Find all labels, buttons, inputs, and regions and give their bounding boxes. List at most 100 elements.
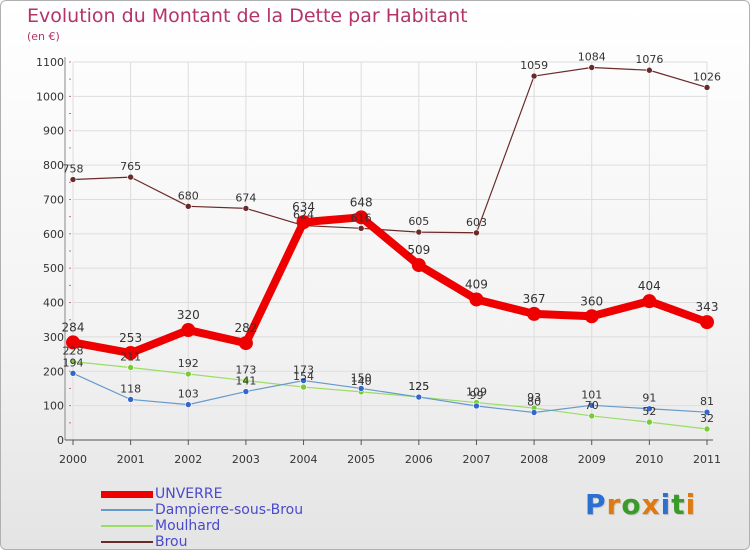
- data-label-unverre: 253: [119, 331, 142, 345]
- x-tick-label: 2006: [405, 453, 433, 466]
- x-tick-label: 2001: [117, 453, 145, 466]
- legend-label-brou: Brou: [155, 534, 188, 550]
- data-point-dampierre-sous-brou: [242, 388, 250, 395]
- x-tick-label: 2010: [635, 453, 663, 466]
- data-point-brou: [703, 84, 711, 91]
- data-label-brou: 616: [351, 211, 372, 224]
- y-tick-label: 0: [57, 434, 64, 447]
- x-tick-label: 2009: [578, 453, 606, 466]
- y-tick-label: 400: [43, 297, 64, 310]
- data-point-moulhard: [588, 412, 596, 420]
- data-point-brou: [242, 205, 250, 212]
- data-point-brou: [530, 72, 538, 80]
- data-label-moulhard: 125: [408, 380, 429, 393]
- data-label-moulhard: 211: [120, 350, 141, 363]
- legend-item-brou: Brou: [101, 534, 303, 550]
- data-label-unverre: 360: [580, 294, 603, 308]
- data-point-unverre: [238, 336, 253, 351]
- data-label-unverre: 320: [177, 308, 200, 322]
- logo-letter: t: [671, 488, 686, 521]
- data-label-brou: 758: [63, 163, 84, 176]
- data-label-brou: 605: [408, 215, 429, 228]
- legend-swatch-unverre: [101, 490, 153, 498]
- legend-label-moulhard: Moulhard: [155, 518, 221, 534]
- data-label-dampierre-sous-brou: 141: [235, 375, 256, 388]
- data-point-unverre: [411, 258, 426, 273]
- data-point-moulhard: [242, 377, 250, 384]
- data-point-dampierre-sous-brou: [703, 408, 711, 416]
- data-label-dampierre-sous-brou: 81: [700, 395, 714, 408]
- data-label-dampierre-sous-brou: 99: [469, 389, 483, 402]
- data-point-moulhard: [300, 383, 307, 391]
- legend-swatch-brou: [101, 541, 153, 543]
- data-point-brou: [473, 229, 480, 237]
- x-tick-label: 2008: [520, 453, 548, 466]
- data-label-moulhard: 173: [235, 364, 256, 377]
- y-tick-label: 600: [43, 228, 64, 241]
- data-label-brou: 624: [293, 209, 314, 222]
- data-point-unverre: [123, 346, 138, 361]
- series-line-dampierre-sous-brou: [72, 372, 708, 414]
- y-tick-label: 900: [43, 125, 64, 138]
- logo-letter: r: [606, 488, 622, 521]
- data-label-unverre: 367: [523, 292, 546, 306]
- data-point-brou: [646, 66, 653, 74]
- data-label-moulhard: 93: [527, 391, 541, 404]
- data-label-dampierre-sous-brou: 91: [642, 392, 656, 405]
- x-tick-label: 2003: [232, 453, 260, 466]
- data-point-brou: [127, 173, 134, 181]
- data-point-unverre: [527, 306, 542, 321]
- data-label-brou: 603: [466, 216, 487, 229]
- logo-letter: o: [621, 488, 642, 521]
- logo-letter: x: [641, 488, 661, 521]
- chart-title: Evolution du Montant de la Dette par Hab…: [27, 5, 468, 27]
- x-tick-label: 2007: [462, 453, 490, 466]
- data-point-dampierre-sous-brou: [588, 401, 596, 409]
- data-label-dampierre-sous-brou: 101: [581, 388, 602, 401]
- data-label-dampierre-sous-brou: 103: [178, 388, 199, 401]
- data-label-moulhard: 154: [293, 370, 314, 383]
- data-label-dampierre-sous-brou: 80: [527, 396, 541, 409]
- data-point-dampierre-sous-brou: [300, 377, 307, 384]
- logo-letter: P: [585, 488, 607, 521]
- x-tick-label: 2004: [290, 453, 318, 466]
- data-point-brou: [415, 228, 423, 236]
- data-label-unverre: 343: [696, 300, 719, 314]
- series-line-unverre: [69, 213, 711, 358]
- data-label-brou: 1059: [520, 59, 548, 72]
- data-point-unverre: [642, 294, 657, 309]
- y-tick-label: 500: [43, 262, 64, 275]
- data-label-brou: 1084: [578, 50, 606, 63]
- legend-item-moulhard: Moulhard: [101, 518, 303, 534]
- data-point-unverre: [181, 323, 196, 338]
- logo-letter: i: [660, 488, 672, 521]
- data-point-unverre: [584, 309, 599, 324]
- data-label-brou: 1076: [635, 53, 663, 66]
- data-point-unverre: [66, 335, 80, 350]
- data-label-dampierre-sous-brou: 150: [351, 371, 372, 384]
- data-point-unverre: [469, 292, 484, 307]
- chart-unit-label: (en €): [27, 30, 60, 43]
- data-label-unverre: 409: [465, 277, 488, 291]
- data-label-brou: 680: [178, 189, 199, 202]
- legend-swatch-moulhard: [101, 525, 153, 527]
- proxiti-logo: Proxiti: [585, 488, 696, 521]
- y-tick-label: 300: [43, 331, 64, 344]
- data-point-dampierre-sous-brou: [530, 409, 538, 416]
- data-label-dampierre-sous-brou: 194: [63, 356, 84, 369]
- data-label-brou: 1026: [693, 70, 721, 83]
- data-label-unverre: 282: [234, 321, 257, 335]
- legend-item-dampierre: Dampierre-sous-Brou: [101, 502, 303, 518]
- data-label-unverre: 634: [292, 200, 315, 214]
- series-line-brou: [72, 66, 708, 234]
- data-label-moulhard: 70: [585, 399, 599, 412]
- y-tick-label: 1100: [36, 56, 64, 69]
- data-label-dampierre-sous-brou: 125: [408, 380, 429, 393]
- y-tick-label: 800: [43, 159, 64, 172]
- x-tick-label: 2002: [174, 453, 202, 466]
- x-tick-label: 2000: [59, 453, 87, 466]
- data-label-unverre: 284: [62, 320, 85, 334]
- data-label-unverre: 648: [350, 195, 373, 209]
